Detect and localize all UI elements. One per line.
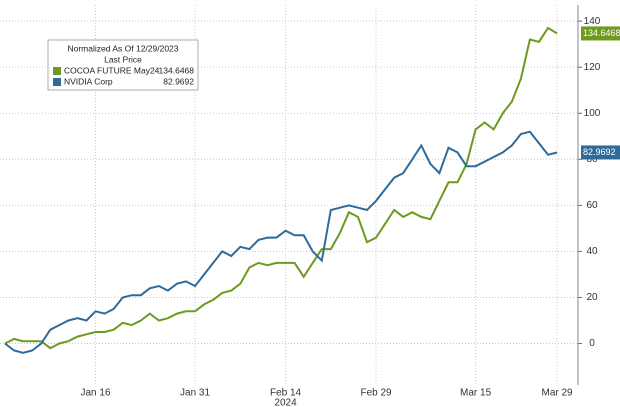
last-value-label: 134.6468	[583, 28, 620, 38]
y-tick-label: 20	[586, 292, 598, 303]
legend-value: 82.9692	[163, 76, 194, 86]
legend: Normalized As Of 12/29/2023 Last Price C…	[47, 39, 199, 91]
x-tick-label: Feb 29	[360, 388, 392, 399]
legend-subtitle: Last Price	[104, 54, 142, 64]
legend-swatch	[53, 67, 61, 75]
x-sublabel: 2024	[274, 398, 297, 407]
x-tick-label: Jan 31	[180, 388, 210, 399]
last-value-label: 82.9692	[583, 147, 616, 157]
y-tick-label: 100	[584, 108, 601, 119]
x-tick-label: Jan 16	[80, 388, 110, 399]
legend-title: Normalized As Of 12/29/2023	[67, 43, 178, 53]
legend-label: NVIDIA Corp	[64, 76, 113, 86]
y-tick-label: 40	[586, 246, 598, 257]
legend-swatch	[53, 78, 61, 86]
lines	[4, 26, 558, 354]
series-line	[4, 26, 558, 350]
y-tick-label: 140	[584, 16, 601, 27]
last-value-tag	[581, 145, 620, 160]
legend-box	[47, 39, 199, 91]
y-tick-label: 60	[586, 200, 598, 211]
last-value-tag	[581, 26, 620, 41]
y-tick-label: 0	[589, 338, 595, 349]
x-tick-label: Feb 14	[270, 388, 302, 399]
legend-label: COCOA FUTURE May24	[64, 65, 160, 75]
legend-value: 134.6468	[159, 65, 195, 75]
x-tick-label: Mar 29	[541, 388, 573, 399]
y-tick-label: 120	[584, 62, 601, 73]
series-line	[4, 130, 558, 354]
x-tick-label: Mar 15	[460, 388, 492, 399]
